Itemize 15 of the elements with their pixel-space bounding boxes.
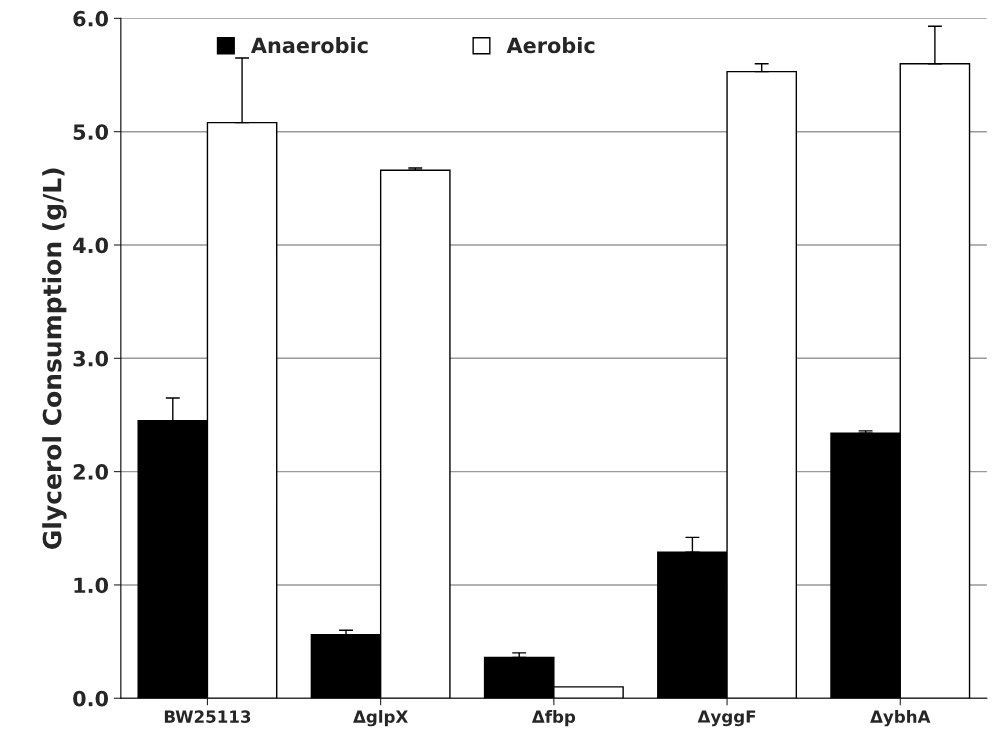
y-tick-label: 6.0 — [73, 10, 109, 27]
x-tick-label: ΔglpX — [353, 710, 408, 727]
y-tick-label: 5.0 — [73, 124, 109, 140]
y-tick-label: 4.0 — [73, 237, 109, 254]
x-tick-label: ΔyggF — [697, 710, 756, 727]
x-tick-label: BW25113 — [164, 710, 251, 723]
x-tick-label: ΔybhA — [870, 710, 931, 727]
y-tick-label: 2.0 — [73, 464, 109, 480]
x-tick-label: Δfbp — [531, 710, 576, 727]
y-tick-label: 3.0 — [73, 350, 109, 367]
y-tick-label: 1.0 — [74, 577, 109, 594]
y-tick-label: 0.0 — [73, 690, 109, 707]
y-axis-title: Glycerol Consumption (g/L) — [42, 168, 67, 550]
legend-label: Anaerobic — [250, 37, 368, 54]
legend-label: Aerobic — [506, 37, 595, 54]
